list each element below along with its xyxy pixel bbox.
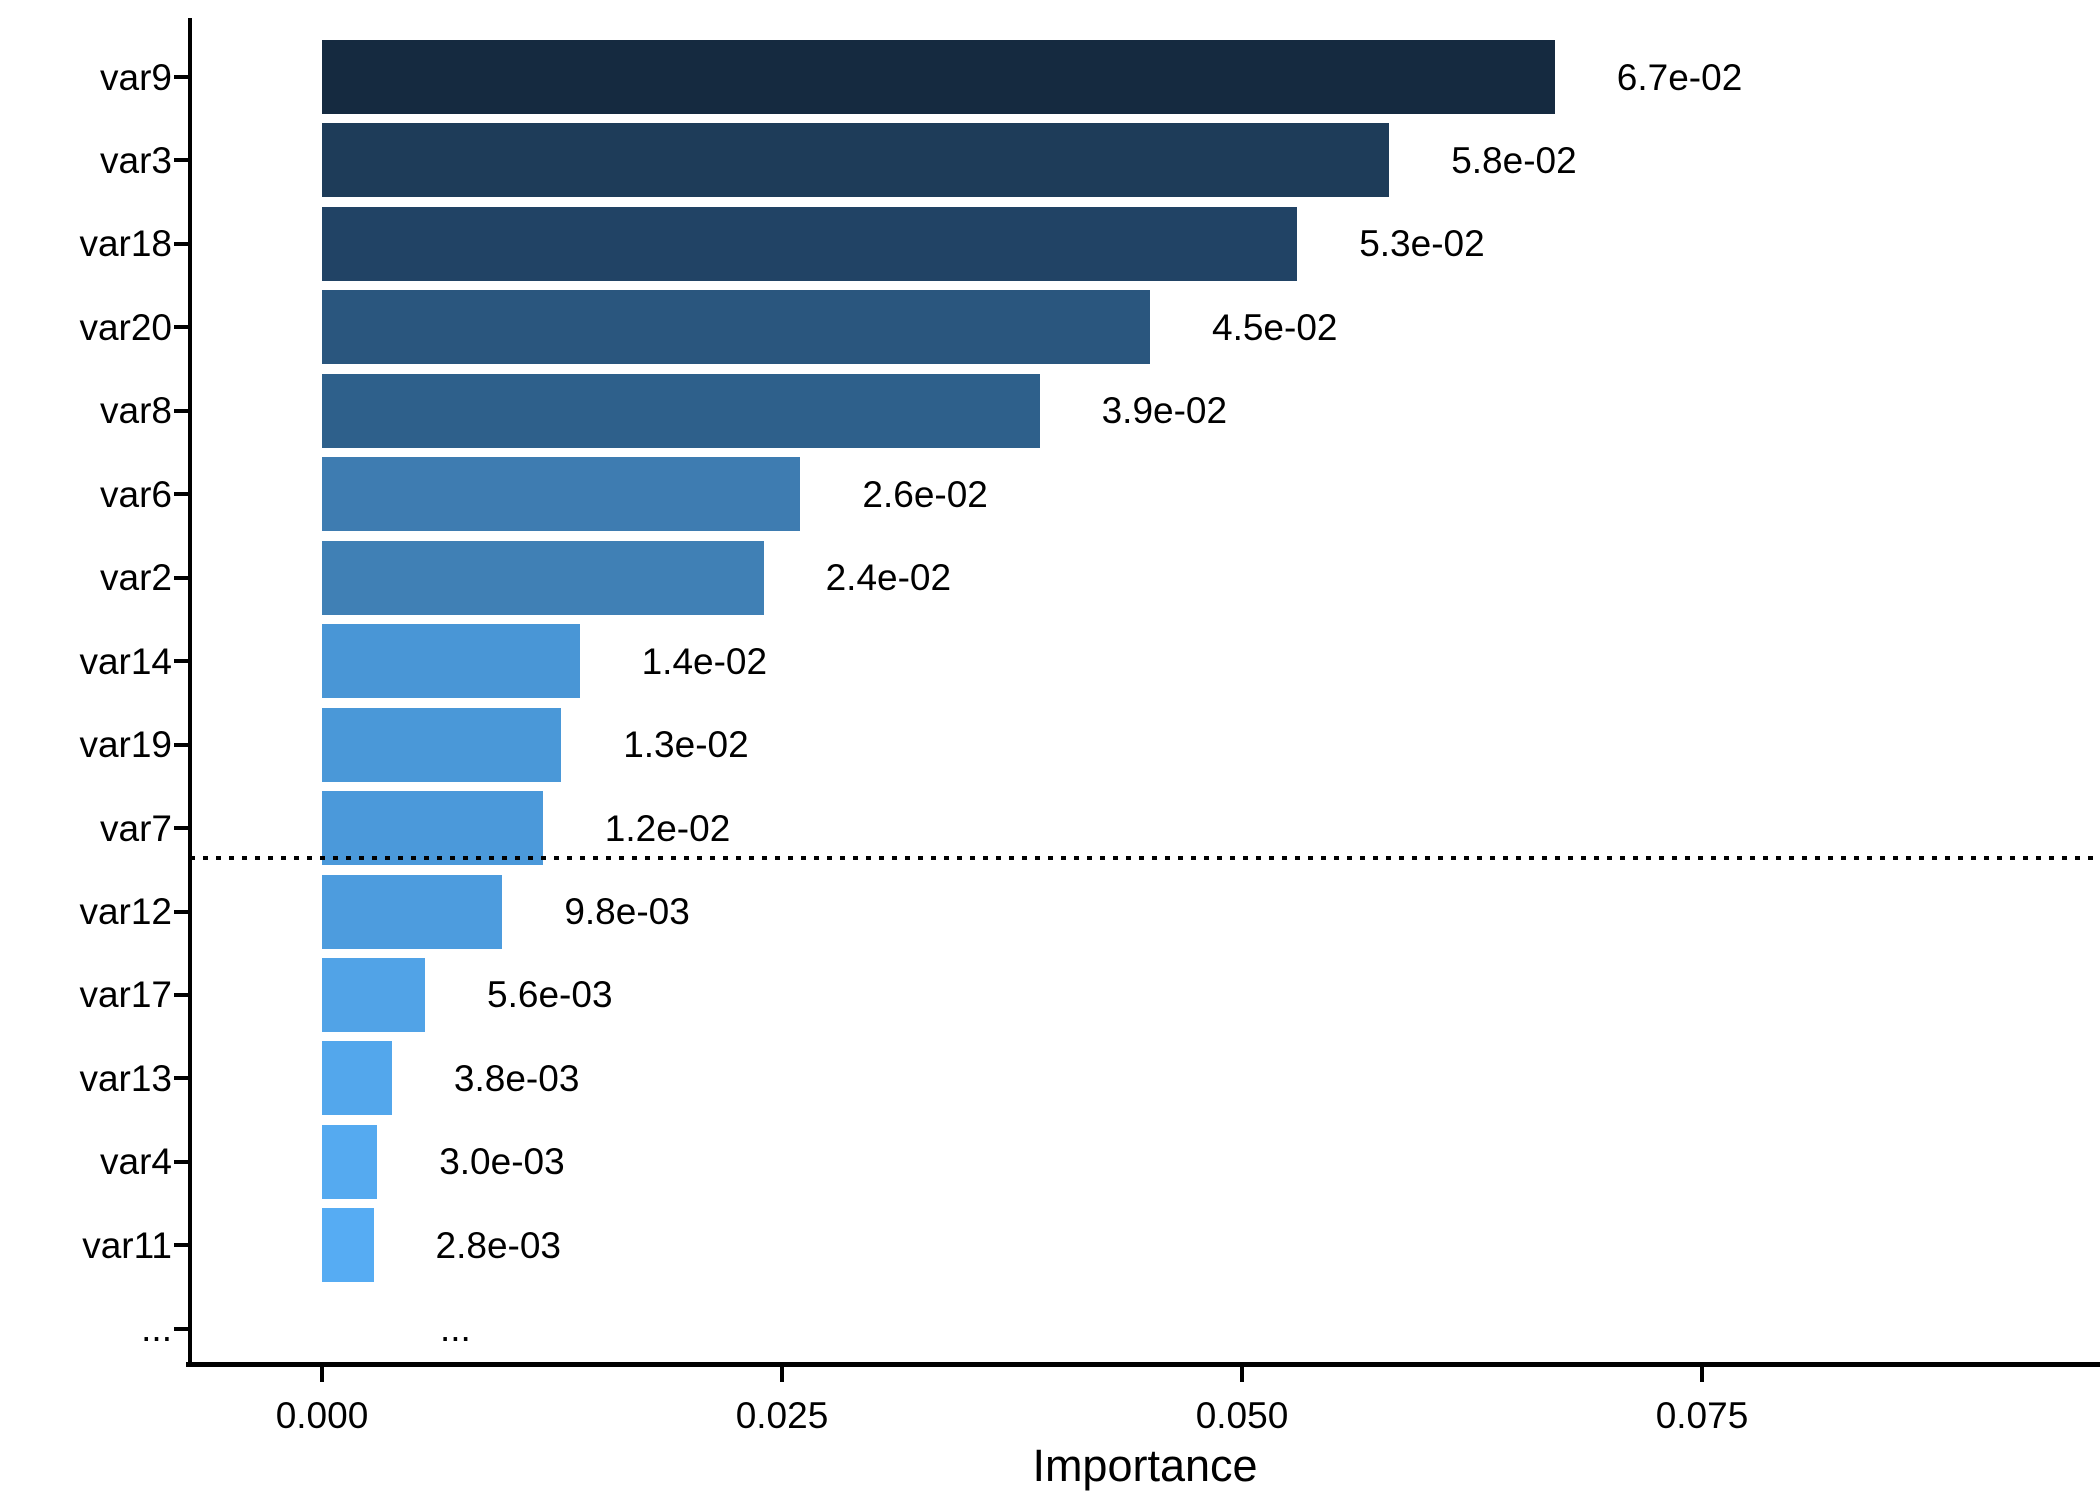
y-axis-label: var11 — [82, 1224, 172, 1266]
importance-bar — [322, 123, 1390, 198]
x-axis-tick-label: 0.000 — [275, 1395, 369, 1436]
x-axis-tick — [1700, 1365, 1704, 1382]
y-axis-tick — [174, 241, 190, 246]
y-axis-label: var6 — [100, 473, 172, 515]
bar-value-label: 5.3e-02 — [1359, 223, 1485, 265]
y-axis-tick — [174, 1076, 190, 1081]
bar-value-label: 5.6e-03 — [487, 974, 613, 1016]
y-axis-tick — [174, 659, 190, 664]
y-axis-tick — [174, 742, 190, 747]
y-axis-label: var7 — [100, 807, 172, 849]
y-axis-label: var4 — [100, 1141, 172, 1183]
y-axis-tick — [174, 75, 190, 79]
importance-bar — [322, 957, 426, 1032]
y-axis-tick — [174, 575, 190, 580]
bar-value-label: 2.6e-02 — [862, 473, 988, 515]
bar-value-label: 6.7e-02 — [1616, 56, 1743, 98]
importance-bar — [322, 1124, 378, 1199]
bar-value-label: 1.2e-02 — [604, 807, 731, 849]
x-axis-tick — [320, 1365, 324, 1382]
importance-bar — [322, 206, 1298, 281]
bar-value-label: 4.5e-02 — [1212, 306, 1338, 348]
y-axis-tick — [174, 909, 190, 914]
importance-bar — [322, 457, 801, 532]
y-axis-tick — [174, 1243, 190, 1248]
threshold-dotted-line — [190, 856, 2100, 860]
bar-value-label: 3.0e-03 — [439, 1141, 565, 1183]
y-axis-tick — [174, 1326, 190, 1331]
importance-bar — [322, 791, 543, 866]
y-axis-tick — [174, 1159, 190, 1164]
y-axis-label: var20 — [79, 306, 172, 348]
y-axis-label: var9 — [100, 56, 172, 98]
bar-value-label: 1.4e-02 — [641, 640, 768, 682]
y-axis-label: var12 — [79, 891, 172, 932]
bar-value-label: ... — [440, 1308, 471, 1350]
importance-bar — [322, 1208, 374, 1283]
y-axis-tick — [174, 826, 190, 831]
importance-bar — [322, 540, 764, 615]
y-axis-tick — [174, 158, 190, 163]
bar-value-label: 2.4e-02 — [825, 557, 952, 599]
y-axis-label: ... — [141, 1308, 172, 1350]
x-axis-tick-label: 0.050 — [1195, 1395, 1289, 1436]
importance-bar — [322, 624, 580, 699]
y-axis-label: var17 — [79, 974, 172, 1016]
bar-value-label: 1.3e-02 — [623, 724, 749, 766]
importance-bar — [322, 290, 1150, 365]
bar-value-label: 2.8e-03 — [435, 1224, 562, 1266]
bar-value-label: 3.8e-03 — [453, 1057, 580, 1099]
y-axis-label: var3 — [100, 139, 172, 181]
y-axis-label: var2 — [100, 557, 172, 599]
importance-bar — [322, 1041, 392, 1116]
bar-value-label: 9.8e-03 — [564, 891, 690, 932]
y-axis-label: var13 — [79, 1057, 172, 1099]
x-axis-tick — [780, 1365, 784, 1382]
importance-bar — [322, 874, 503, 949]
y-axis-label: var18 — [79, 223, 172, 265]
y-axis-tick — [174, 325, 190, 330]
y-axis-tick — [174, 492, 190, 497]
x-axis-title: Importance — [1032, 1440, 1258, 1491]
y-axis-label: var19 — [79, 724, 172, 766]
bar-value-label: 5.8e-02 — [1451, 139, 1577, 181]
y-axis-label: var8 — [100, 390, 172, 432]
bar-value-label: 3.9e-02 — [1101, 390, 1228, 432]
y-axis-tick — [174, 408, 190, 413]
x-axis-tick — [1240, 1365, 1244, 1382]
x-axis-tick-label: 0.025 — [735, 1395, 829, 1436]
x-axis-tick-label: 0.075 — [1655, 1395, 1749, 1436]
x-axis-line — [186, 1362, 2100, 1367]
y-axis-line — [188, 18, 192, 1367]
y-axis-tick — [174, 992, 190, 997]
y-axis-label: var14 — [79, 640, 172, 682]
importance-bar — [322, 373, 1040, 448]
importance-bar — [322, 40, 1555, 114]
importance-bar — [322, 707, 562, 782]
